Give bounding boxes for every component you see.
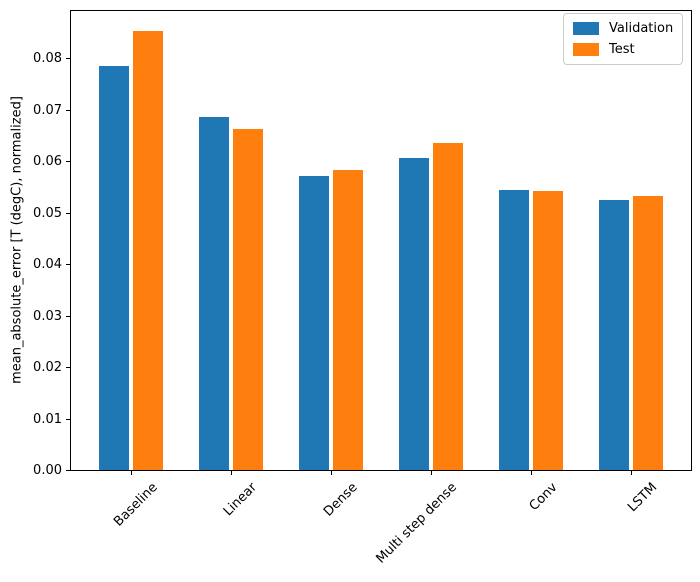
y-axis-label-text: mean_absolute_error [T (degC), normalize… bbox=[9, 96, 25, 384]
y-tick bbox=[66, 109, 70, 111]
bar-validation-baseline bbox=[98, 66, 129, 470]
bar-test-conv bbox=[532, 190, 563, 470]
bar-test-multi-step-dense bbox=[432, 143, 463, 470]
legend-label-validation: Validation bbox=[609, 21, 674, 36]
legend-row-validation: Validation bbox=[573, 21, 673, 36]
bar-test-lstm bbox=[632, 195, 663, 470]
y-tick bbox=[66, 470, 70, 471]
y-tick-label: 0.06 bbox=[33, 154, 62, 170]
x-tick bbox=[330, 471, 332, 475]
x-tick-label-lstm: LSTM bbox=[625, 480, 661, 516]
y-tick bbox=[66, 367, 70, 369]
y-tick-label: 0.02 bbox=[33, 360, 62, 376]
y-tick bbox=[66, 315, 70, 317]
x-tick-label-linear: Linear bbox=[221, 480, 261, 520]
x-tick bbox=[230, 471, 232, 475]
bar-test-baseline bbox=[132, 31, 163, 470]
x-tick-label-conv: Conv bbox=[526, 480, 561, 514]
y-tick-label: 0.07 bbox=[33, 102, 62, 118]
x-tick bbox=[130, 471, 132, 475]
y-tick bbox=[66, 212, 70, 214]
y-tick-label: 0.03 bbox=[33, 308, 62, 324]
legend-swatch-validation bbox=[573, 22, 599, 35]
bar-validation-multi-step-dense bbox=[398, 157, 429, 470]
x-tick bbox=[631, 471, 632, 475]
bar-test-linear bbox=[232, 128, 263, 470]
x-tick-label-multi-step-dense: Multi step dense bbox=[373, 480, 461, 567]
y-tick-label: 0.01 bbox=[33, 411, 62, 427]
y-tick bbox=[66, 264, 70, 266]
bar-validation-lstm bbox=[598, 200, 629, 470]
legend: Validation Test bbox=[563, 13, 684, 65]
y-tick bbox=[66, 58, 70, 60]
plot-area bbox=[70, 10, 692, 471]
bar-test-dense bbox=[332, 170, 363, 470]
y-tick bbox=[66, 418, 70, 420]
y-tick bbox=[66, 161, 70, 163]
y-tick-label: 0.08 bbox=[33, 51, 62, 67]
bar-validation-conv bbox=[498, 189, 529, 470]
x-tick-label-dense: Dense bbox=[320, 480, 361, 520]
legend-swatch-test bbox=[573, 43, 599, 56]
y-tick-label: 0.05 bbox=[33, 205, 62, 221]
legend-row-test: Test bbox=[573, 42, 673, 57]
y-tick-label: 0.04 bbox=[33, 257, 62, 273]
x-tick bbox=[530, 471, 532, 475]
legend-label-test: Test bbox=[609, 42, 635, 57]
x-tick bbox=[430, 471, 432, 475]
bar-validation-linear bbox=[198, 116, 229, 470]
bar-validation-dense bbox=[298, 175, 329, 470]
x-tick-label-baseline: Baseline bbox=[110, 480, 161, 530]
y-tick-label: 0.00 bbox=[33, 463, 62, 478]
